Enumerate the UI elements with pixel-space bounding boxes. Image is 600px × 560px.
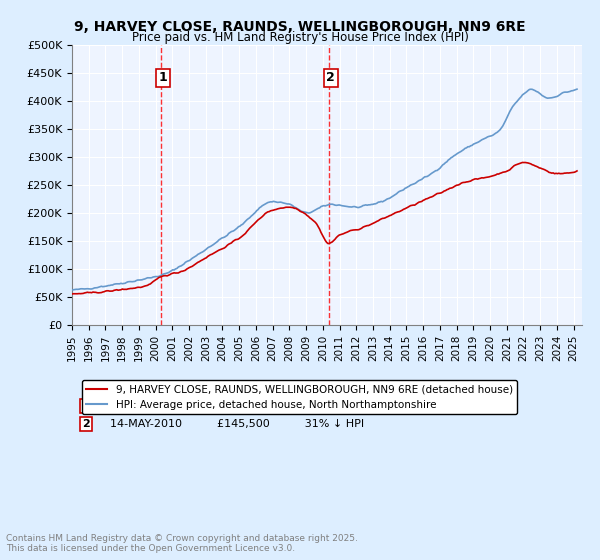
Text: 2: 2 xyxy=(82,419,90,429)
Text: Contains HM Land Registry data © Crown copyright and database right 2025.
This d: Contains HM Land Registry data © Crown c… xyxy=(6,534,358,553)
Text: Price paid vs. HM Land Registry's House Price Index (HPI): Price paid vs. HM Land Registry's House … xyxy=(131,31,469,44)
Text: 2: 2 xyxy=(326,71,335,84)
Text: 1: 1 xyxy=(82,401,90,411)
Text: 1: 1 xyxy=(159,71,168,84)
Text: 9, HARVEY CLOSE, RAUNDS, WELLINGBOROUGH, NN9 6RE: 9, HARVEY CLOSE, RAUNDS, WELLINGBOROUGH,… xyxy=(74,20,526,34)
Text: 05-MAY-2000          £85,950          13% ↓ HPI: 05-MAY-2000 £85,950 13% ↓ HPI xyxy=(103,401,357,411)
Text: 14-MAY-2010          £145,500          31% ↓ HPI: 14-MAY-2010 £145,500 31% ↓ HPI xyxy=(103,419,364,429)
Legend: 9, HARVEY CLOSE, RAUNDS, WELLINGBOROUGH, NN9 6RE (detached house), HPI: Average : 9, HARVEY CLOSE, RAUNDS, WELLINGBOROUGH,… xyxy=(82,380,517,414)
